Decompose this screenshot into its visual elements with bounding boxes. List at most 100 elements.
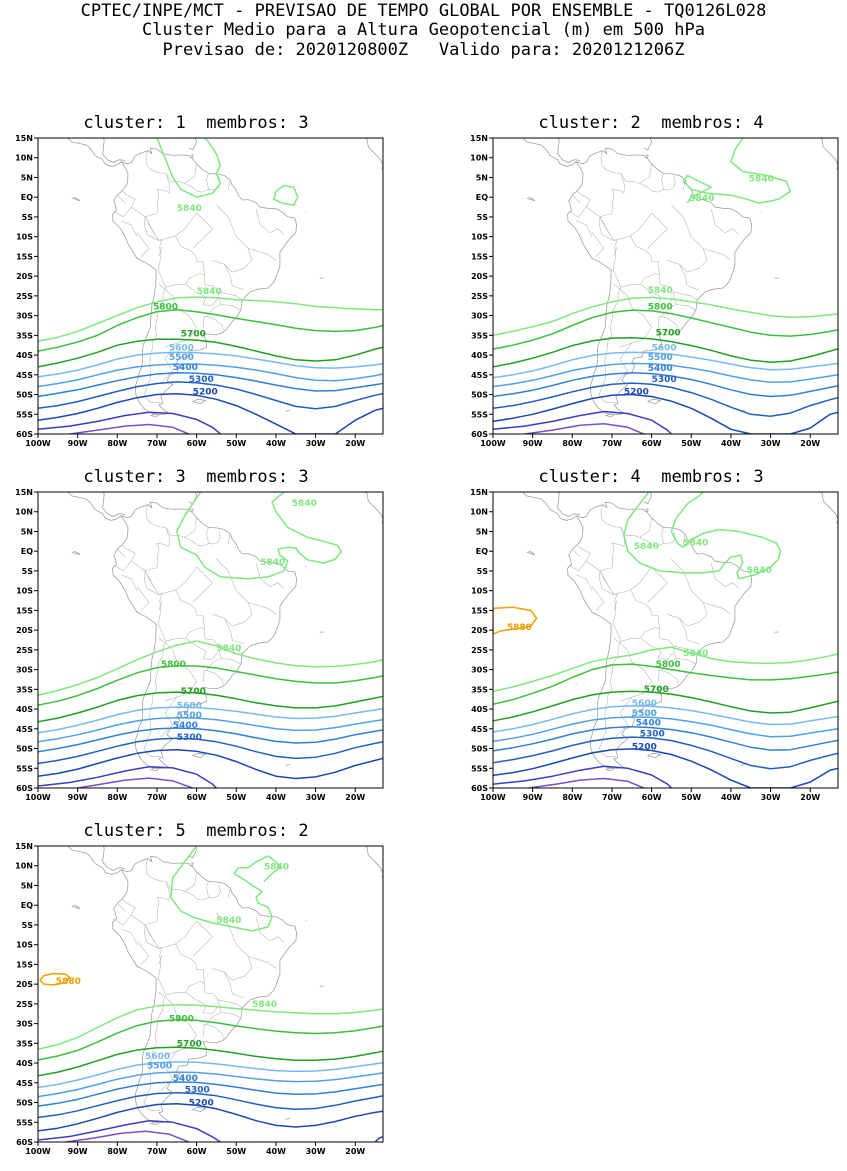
country-border	[203, 1024, 206, 1036]
country-border	[216, 205, 236, 237]
lat-tick-label: 10N	[470, 508, 488, 517]
lon-tick-label: 20W	[345, 439, 365, 448]
lat-tick-label: 45S	[471, 371, 488, 380]
country-border	[673, 292, 697, 300]
contour-5200	[375, 1137, 383, 1142]
contour-5100	[38, 767, 216, 788]
lon-tick-label: 80W	[562, 793, 582, 802]
contour-label-5300: 5300	[640, 730, 665, 740]
lon-tick-label: 50W	[226, 793, 246, 802]
country-border	[631, 213, 652, 236]
country-border	[166, 273, 205, 287]
lat-tick-label: 15N	[470, 489, 488, 497]
contour-label-5840: 5840	[747, 566, 772, 576]
lat-tick-label: 20S	[16, 272, 33, 281]
lon-tick-label: 90W	[523, 793, 543, 802]
contour-label-5400: 5400	[636, 719, 661, 729]
country-border	[228, 889, 230, 899]
contour-label-5700: 5700	[656, 328, 681, 338]
map-svg: 5840584058405800570056005500540053005200…	[455, 135, 847, 453]
lon-tick-label: 70W	[147, 793, 167, 802]
country-border	[679, 618, 699, 644]
country-border	[662, 528, 664, 544]
contour-label-5600: 5600	[169, 343, 194, 353]
country-border	[158, 590, 223, 684]
lat-tick-label: EQ	[21, 547, 33, 556]
lat-tick-label: 10S	[471, 587, 488, 596]
country-border	[586, 505, 625, 571]
lat-tick-label: 5N	[476, 527, 488, 536]
contour-label-5600: 5600	[177, 701, 202, 711]
island-outline	[72, 197, 80, 201]
country-border	[185, 884, 221, 900]
lat-tick-label: 45S	[16, 725, 33, 734]
contour-label-5700: 5700	[181, 330, 206, 340]
lat-tick-label: EQ	[21, 193, 33, 202]
island-outline	[818, 490, 838, 524]
lon-tick-label: 70W	[147, 439, 167, 448]
lat-tick-label: 55S	[16, 1118, 33, 1127]
contour-label-5400: 5400	[173, 721, 198, 731]
lon-tick-label: 40W	[266, 1147, 286, 1156]
lat-tick-label: 60S	[16, 784, 33, 793]
lon-tick-label: 50W	[681, 793, 701, 802]
contour-label-5300: 5300	[189, 375, 214, 385]
lon-tick-label: 100W	[480, 793, 506, 802]
contour-label-5300: 5300	[177, 733, 202, 743]
island-outline	[640, 135, 652, 150]
contour-5100	[493, 412, 671, 435]
geopotential-contours	[38, 492, 383, 788]
contour-label-5840: 5840	[197, 287, 222, 297]
lat-tick-label: 15S	[16, 960, 33, 969]
lat-tick-label: 60S	[16, 430, 33, 439]
country-border	[640, 176, 676, 192]
contour-5840	[38, 641, 383, 695]
country-border	[228, 181, 230, 191]
lon-tick-label: 30W	[306, 439, 326, 448]
island-outline	[190, 863, 193, 865]
lat-tick-label: 20S	[16, 626, 33, 635]
lat-tick-label: 20S	[471, 626, 488, 635]
country-border	[248, 249, 276, 261]
forecast-dates: Previsao de: 2020120800Z Valido para: 20…	[0, 40, 847, 60]
lat-tick-label: 45S	[16, 371, 33, 380]
lon-tick-label: 50W	[226, 1147, 246, 1156]
contour-label-5840: 5840	[177, 204, 202, 214]
contour-label-5600: 5600	[145, 1052, 170, 1062]
lon-tick-label: 50W	[681, 439, 701, 448]
lat-tick-label: EQ	[476, 547, 488, 556]
lat-tick-label: 5S	[22, 213, 34, 222]
lon-tick-label: 60W	[642, 439, 662, 448]
country-border	[193, 213, 213, 249]
country-border	[213, 591, 253, 627]
contour-label-5800: 5800	[169, 1015, 194, 1025]
country-border	[572, 195, 580, 203]
lat-tick-label: 20S	[16, 980, 33, 989]
contour-label-5840: 5840	[634, 542, 659, 552]
lat-tick-label: 10N	[15, 154, 33, 163]
country-border	[176, 213, 197, 236]
lat-tick-label: 15S	[16, 606, 33, 615]
central-america-coastline	[38, 135, 125, 163]
lat-tick-label: 30S	[16, 1020, 33, 1029]
lon-tick-label: 100W	[480, 439, 506, 448]
island-outline	[645, 155, 648, 157]
country-border	[568, 545, 590, 571]
lon-tick-label: 70W	[602, 439, 622, 448]
country-border	[203, 670, 206, 682]
lat-tick-label: 40S	[16, 351, 33, 360]
lon-tick-label: 30W	[306, 1147, 326, 1156]
lat-tick-label: 55S	[16, 764, 33, 773]
lat-tick-label: 5S	[477, 567, 489, 576]
lat-tick-label: 10N	[15, 862, 33, 871]
country-border	[207, 882, 209, 898]
island-outline	[190, 509, 193, 511]
lon-tick-label: 40W	[266, 439, 286, 448]
island-outline	[648, 399, 661, 403]
contour-label-5840: 5840	[292, 499, 317, 509]
lat-tick-label: 25S	[16, 1000, 33, 1009]
lat-tick-label: 45S	[471, 725, 488, 734]
lat-tick-label: 50S	[16, 1099, 33, 1108]
country-border	[166, 627, 205, 641]
